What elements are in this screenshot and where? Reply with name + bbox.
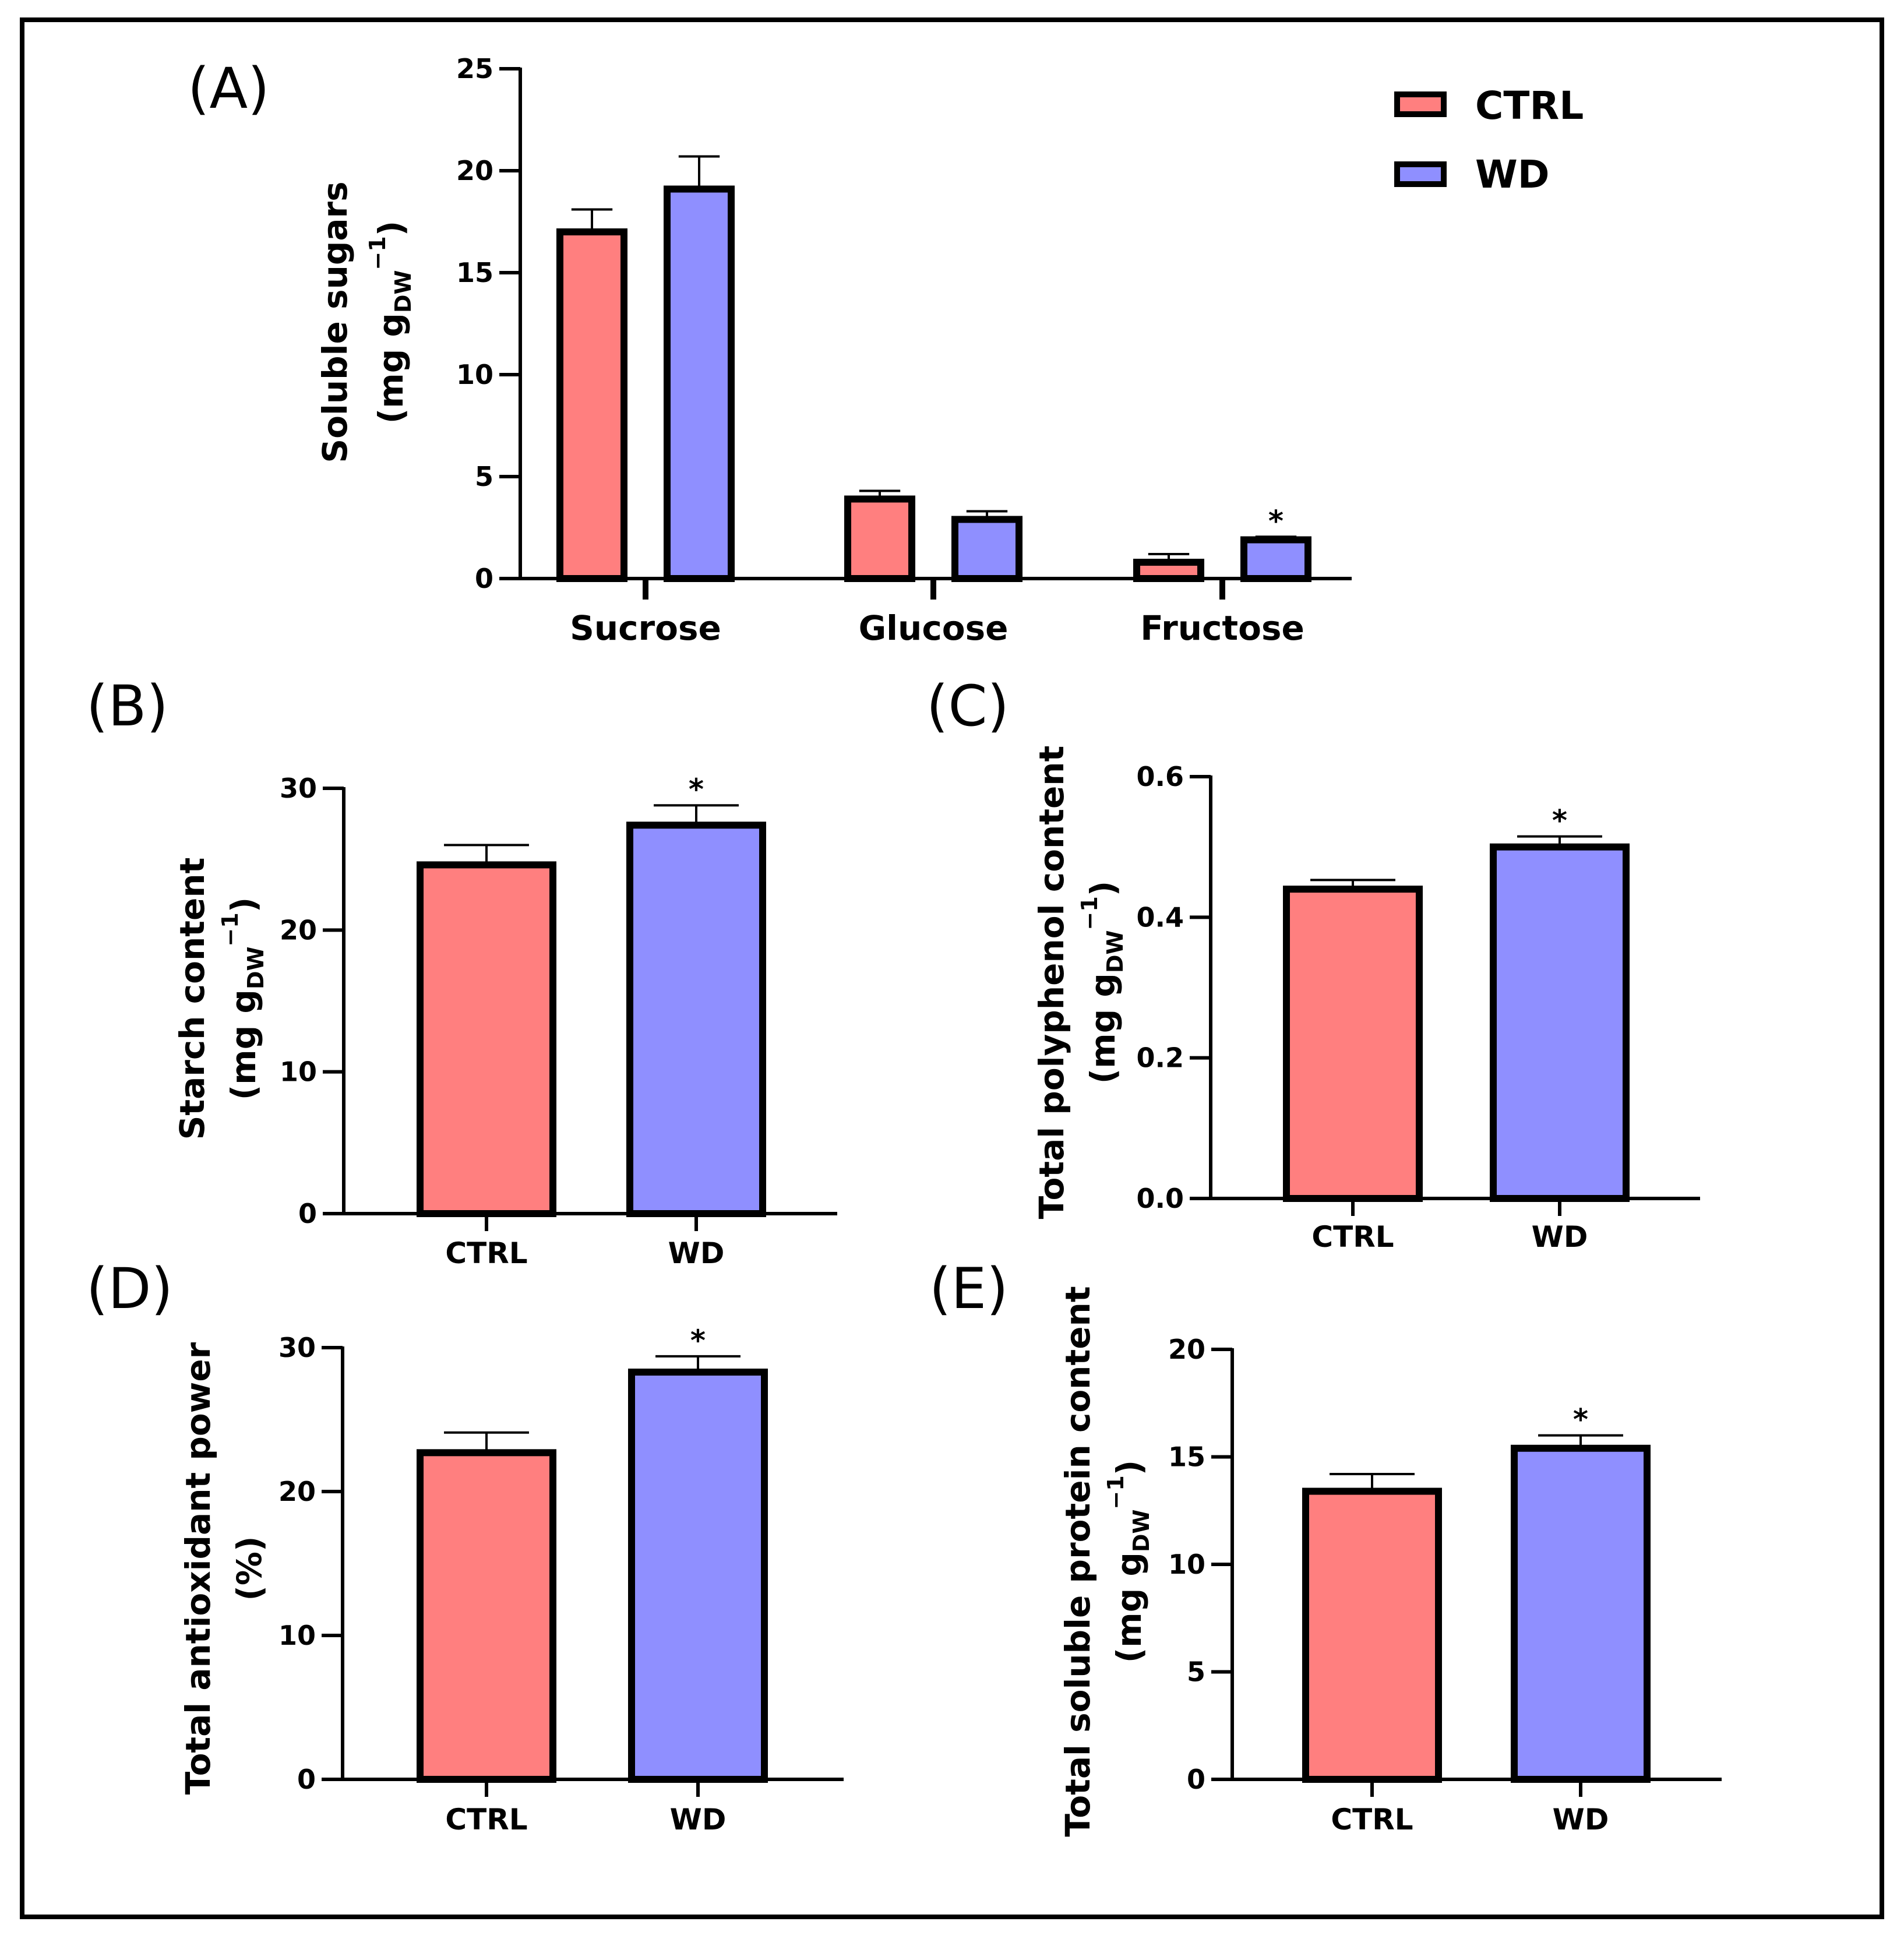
y-tick-label: 20 [278,1476,316,1507]
bar-ctrl [1302,1487,1442,1783]
y-tick-label: 30 [278,1332,316,1363]
x-tick-label: CTRL [445,1236,527,1270]
y-axis-title: Total soluble protein content [1058,1286,1098,1836]
bar-wd-significance: * [1552,804,1567,838]
bar-wd-glucose [951,516,1022,582]
y-axis-units: (mg gDW−1) [1077,881,1128,1084]
bar-ctrl-sucrose [556,228,627,582]
y-axis-units: (%) [230,1536,269,1600]
x-tick-label: CTRL [1311,1220,1394,1254]
y-tick-label: 25 [456,53,493,84]
legend-label-ctrl: CTRL [1475,83,1584,128]
y-tick-label: 10 [280,1056,317,1088]
chart-panel-a: (A) Soluble sugars (mg gDW−1) 0 5 10 15 20 25 Suc… [188,53,1352,648]
y-tick-label: 0.2 [1137,1042,1184,1074]
y-tick-label: 5 [1187,1656,1205,1688]
y-axis-units: (mg gDW−1) [1103,1460,1154,1663]
y-tick-label: 15 [1168,1441,1205,1473]
y-tick-label: 0 [475,563,493,594]
x-tick-label: CTRL [445,1803,527,1836]
panel-label: (A) [188,56,270,121]
y-axis-title: Starch content [172,858,212,1140]
y-axis-title: Total antioxidant power [178,1342,218,1795]
panel-label: (E) [929,1256,1009,1321]
y-tick-label: 10 [278,1620,316,1651]
x-tick-label: WD [670,1803,727,1836]
panel-label: (B) [86,674,168,739]
panel-label: (D) [86,1256,173,1321]
bar-wd-significance: * [1573,1403,1588,1437]
chart-panel-c: (C) Total polyphenol content (mg gDW−1) 0.0… [926,674,1700,1254]
x-tick-label: WD [1532,1220,1588,1254]
bar-wd-fructose-significance: * [1268,504,1284,538]
y-axis-units: (mg gDW−1) [365,221,416,424]
y-tick-label: 5 [475,461,493,492]
chart-panel-e: (E) Total soluble protein content (mg gDW−… [929,1256,1722,1837]
bar-ctrl [1283,886,1423,1202]
x-tick-label: Fructose [1140,608,1304,648]
bar-ctrl-fructose [1133,559,1204,582]
x-tick-label: WD [1553,1803,1609,1836]
bar-wd-significance: * [690,1324,706,1358]
x-tick-label: CTRL [1331,1803,1413,1836]
y-tick-label: 15 [456,257,493,288]
bar-ctrl [417,1449,556,1783]
y-axis-title: Total polyphenol content [1032,746,1071,1219]
charts: (A)Soluble sugars (mg gDW−1)0510152025Suc… [86,53,1722,1837]
y-tick-label: 20 [280,914,317,946]
bar-wd [626,822,766,1218]
bar-wd-fructose [1240,536,1311,582]
y-tick-label: 0 [298,1198,317,1229]
y-tick-label: 0 [1187,1764,1205,1795]
panel-label: (C) [926,674,1009,739]
x-tick-label: Sucrose [570,608,721,648]
legend-swatch-wd [1394,161,1447,187]
bar-ctrl-glucose [844,495,915,582]
y-tick-label: 0 [297,1764,316,1795]
x-tick-label: Glucose [859,608,1009,648]
legend-label-wd: WD [1475,152,1550,197]
bar-ctrl [417,861,556,1217]
y-tick-label: 10 [456,359,493,390]
y-tick-label: 30 [280,773,317,804]
y-axis-units: (mg gDW−1) [217,897,269,1100]
bar-wd [628,1368,768,1783]
chart-panel-d: (D)Total antioxidant power (%) 0 10 20 30 CTRL… [86,1256,844,1836]
y-tick-label: 20 [1168,1334,1205,1365]
y-axis-title: Soluble sugars [315,181,355,463]
y-tick-label: 20 [456,155,493,186]
bar-wd [1511,1444,1651,1783]
x-tick-label: WD [668,1236,725,1270]
bar-wd [1490,843,1630,1202]
bar-wd-sucrose [664,185,735,582]
y-tick-label: 0.0 [1137,1183,1184,1214]
y-tick-label: 10 [1168,1549,1205,1580]
chart-panel-b: (B) Starch content (mg gDW−1) 0 10 20 30 CTRL * W… [86,674,837,1270]
y-tick-label: 0.4 [1137,901,1184,933]
legend-swatch-ctrl [1394,91,1447,117]
y-tick-label: 0.6 [1137,761,1184,792]
legend: CTRL WD [1394,83,1584,197]
bar-wd-significance: * [689,773,704,806]
